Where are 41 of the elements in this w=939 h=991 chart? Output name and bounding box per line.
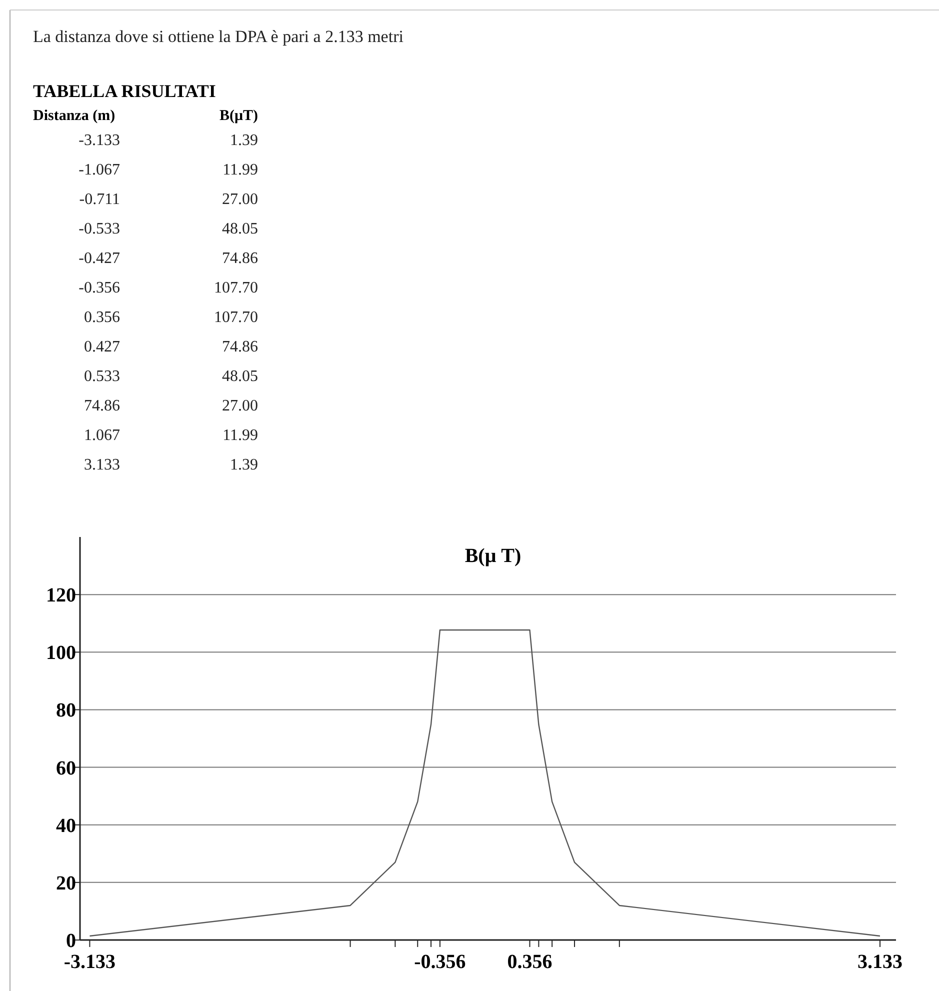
text: 48.05: [222, 220, 258, 238]
text: -0.533: [78, 220, 120, 238]
x-tick-label: -0.356: [414, 951, 466, 973]
text: 11.99: [222, 162, 258, 178]
text: -0.356: [78, 280, 120, 296]
y-tick-label: 20: [56, 872, 76, 894]
text: TABELLA RISULTATI: [33, 81, 216, 101]
text: 74.86: [222, 338, 258, 356]
text: 74.86: [222, 250, 258, 267]
text: 1.067: [84, 427, 120, 444]
y-tick-label: 0: [66, 930, 76, 952]
text: 27.00: [222, 398, 258, 414]
text: 1.39: [230, 456, 258, 474]
text: -3.133: [78, 132, 120, 149]
text: -1.067: [78, 162, 120, 178]
y-tick-label: 80: [56, 700, 76, 722]
y-tick-label: 40: [56, 814, 76, 837]
x-tick-label: 3.133: [857, 951, 902, 973]
text: -0.711: [79, 191, 120, 208]
text: -0.427: [78, 250, 120, 267]
text: 48.05: [222, 368, 258, 385]
text: 27.00: [222, 191, 258, 208]
text: 1.39: [230, 132, 258, 149]
y-tick-label: 120: [46, 584, 76, 607]
text: 107.70: [214, 309, 258, 326]
text: Distanza (m): [33, 108, 116, 124]
text: 107.70: [214, 280, 258, 296]
text: 0.533: [84, 368, 120, 385]
text: 74.86: [84, 398, 120, 414]
y-tick-label: 100: [46, 642, 76, 664]
text: 0.427: [84, 338, 120, 356]
text: 3.133: [84, 456, 120, 474]
chart-title: B(μ T): [464, 545, 522, 567]
text: 11.99: [222, 427, 258, 444]
x-tick-label: 0.356: [507, 951, 552, 973]
text: 0.356: [84, 309, 120, 326]
text: B(μT): [219, 108, 258, 124]
line-series: [89, 629, 881, 937]
text: La distanza dove si ottiene la DPA è pari a 2.133 metri: [33, 27, 404, 46]
y-tick-label: 60: [56, 757, 76, 780]
x-tick-label: -3.133: [64, 951, 116, 973]
